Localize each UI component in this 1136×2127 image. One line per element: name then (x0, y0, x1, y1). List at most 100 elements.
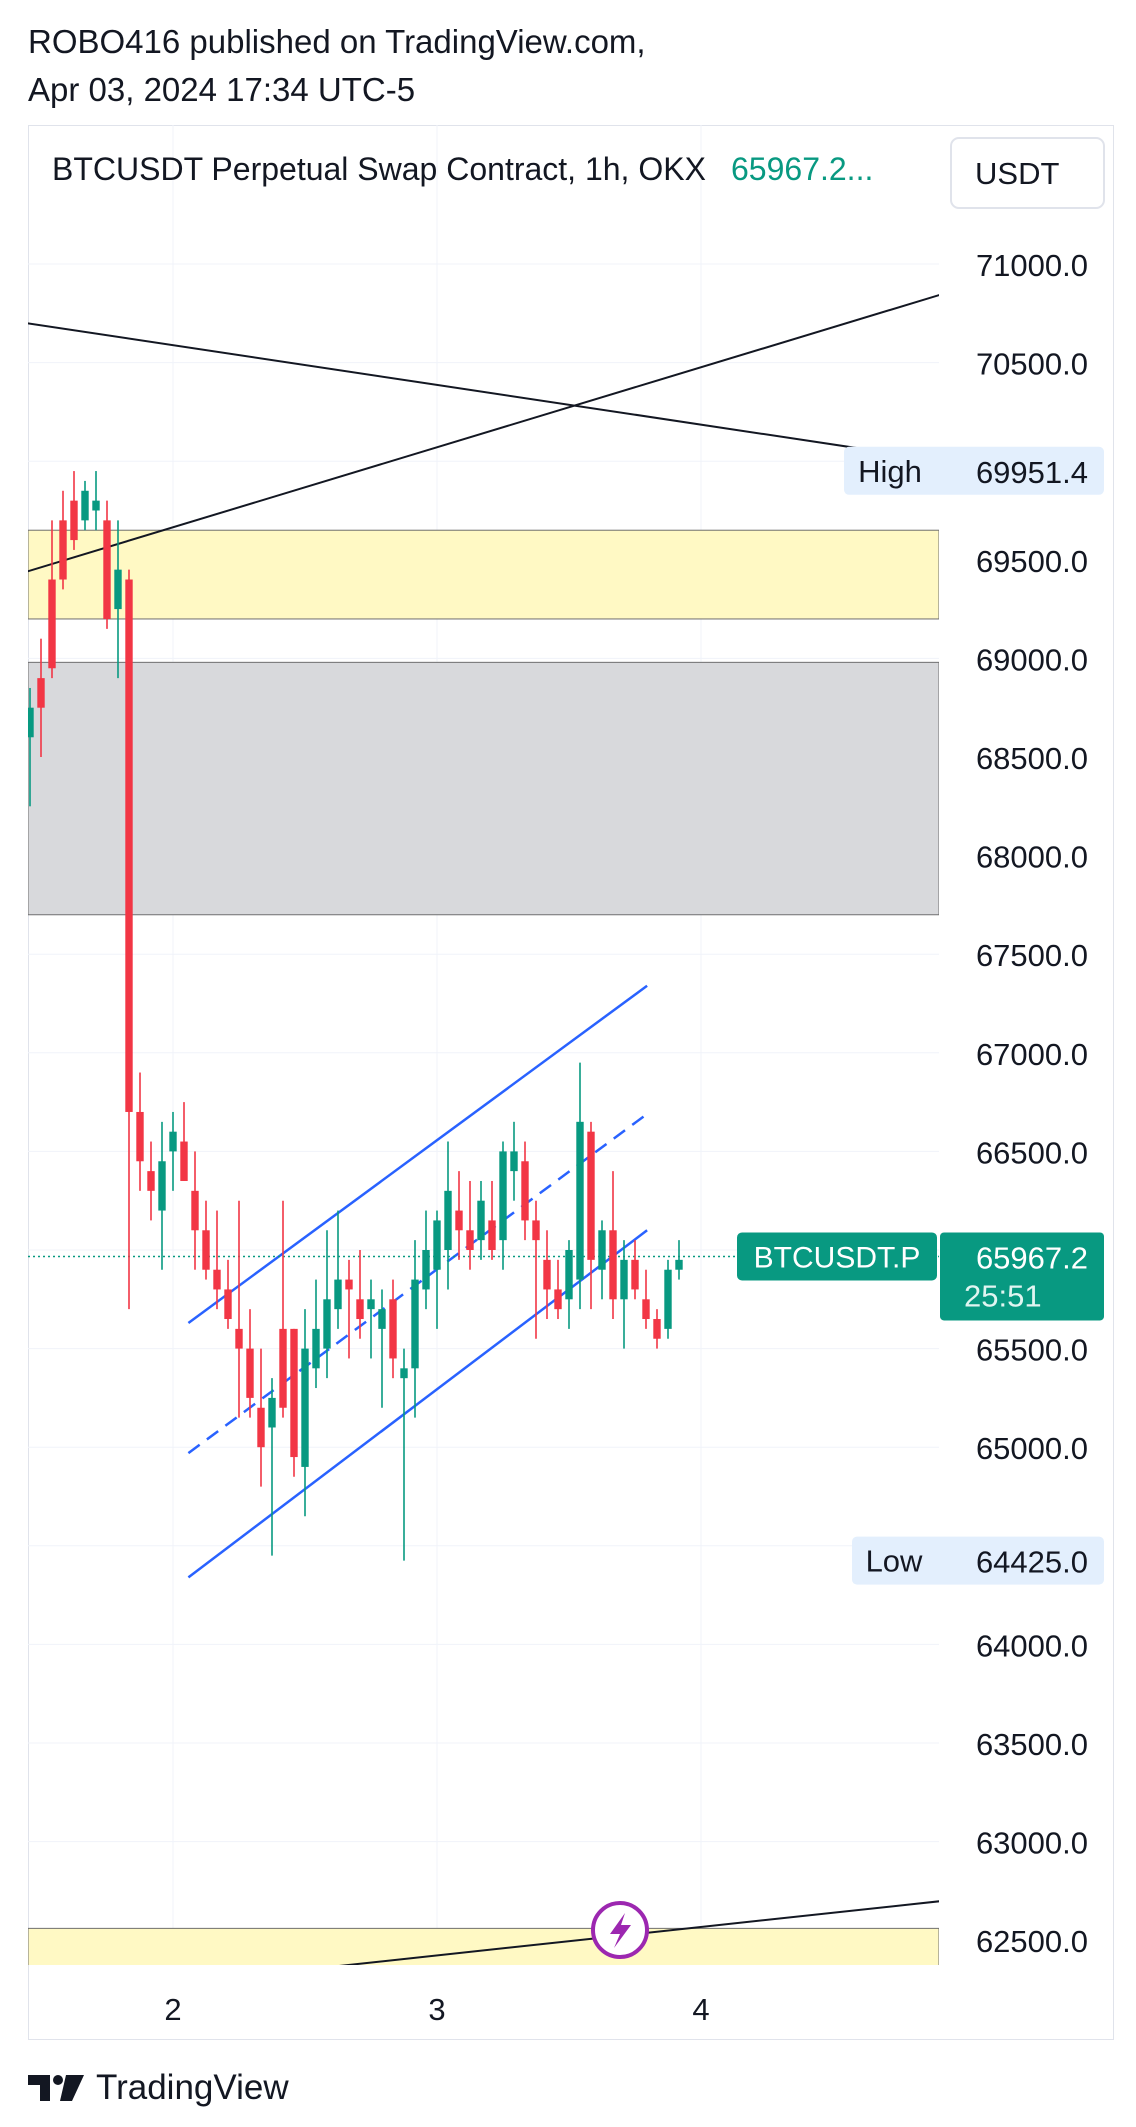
ascending-trendline[interactable] (27, 294, 944, 573)
gray-zone[interactable] (28, 661, 939, 916)
candle[interactable] (114, 520, 122, 679)
bar-countdown: 25:51 (964, 1278, 1042, 1313)
candle-body (620, 1259, 628, 1300)
candle[interactable] (70, 471, 78, 550)
candle[interactable] (26, 687, 34, 807)
candle[interactable] (488, 1180, 496, 1260)
candle[interactable] (301, 1309, 309, 1517)
candle[interactable] (521, 1141, 529, 1241)
supply-zone-yellow[interactable] (28, 529, 939, 620)
candle[interactable] (345, 1259, 353, 1359)
candle[interactable] (631, 1240, 639, 1300)
candle[interactable] (510, 1121, 518, 1201)
currency-button[interactable]: USDT (950, 137, 1105, 209)
candle[interactable] (169, 1111, 177, 1191)
candle-body (653, 1319, 661, 1339)
candle[interactable] (235, 1200, 243, 1418)
candle-body (301, 1348, 309, 1467)
candle[interactable] (378, 1289, 386, 1408)
candle[interactable] (576, 1062, 584, 1310)
candle[interactable] (543, 1230, 551, 1320)
candle[interactable] (367, 1279, 375, 1359)
candle[interactable] (422, 1210, 430, 1310)
candle[interactable] (312, 1279, 320, 1389)
candle[interactable] (257, 1348, 265, 1487)
tradingview-brand: TradingView (96, 2068, 289, 2107)
candle[interactable] (224, 1259, 232, 1329)
symbol-price-tag (737, 1232, 937, 1281)
candle-body (37, 678, 45, 708)
candle[interactable] (125, 569, 133, 1310)
candle[interactable] (147, 1141, 155, 1221)
candle-body (268, 1397, 276, 1428)
high-label-box (844, 446, 1104, 495)
candle[interactable] (653, 1309, 661, 1349)
y-tick-label: 71000.0 (976, 248, 1088, 283)
candle[interactable] (411, 1240, 419, 1418)
channel-upper-line[interactable] (187, 984, 648, 1324)
candle[interactable] (136, 1072, 144, 1191)
candle[interactable] (323, 1230, 331, 1379)
candle[interactable] (433, 1210, 441, 1329)
candle[interactable] (15, 668, 22, 845)
candle[interactable] (279, 1200, 287, 1418)
candle-body (356, 1299, 364, 1320)
candle[interactable] (103, 500, 111, 629)
candle-body (147, 1171, 155, 1191)
candle[interactable] (642, 1269, 650, 1329)
candle[interactable] (587, 1121, 595, 1310)
candle-body (367, 1299, 375, 1310)
candle[interactable] (554, 1259, 562, 1320)
candle[interactable] (48, 520, 56, 679)
candle[interactable] (37, 638, 45, 757)
lower-rising-trendline[interactable] (213, 1900, 945, 1980)
candle[interactable] (532, 1200, 540, 1339)
y-tick-label: 62500.0 (976, 1924, 1088, 1959)
candle[interactable] (466, 1180, 474, 1270)
candle-body (191, 1190, 199, 1231)
candle-body (202, 1230, 210, 1270)
publish-header: ROBO416 published on TradingView.com, Ap… (28, 18, 646, 114)
candle[interactable] (609, 1171, 617, 1320)
candle[interactable] (499, 1141, 507, 1270)
candle[interactable] (356, 1250, 364, 1339)
candle-body (422, 1250, 430, 1290)
candle-body (587, 1131, 595, 1260)
candle[interactable] (389, 1279, 397, 1379)
lightning-marker-icon[interactable] (591, 1901, 649, 1959)
candle[interactable] (191, 1151, 199, 1270)
chart-frame (28, 125, 1114, 2040)
candle[interactable] (268, 1378, 276, 1556)
candle-body (15, 718, 22, 787)
candle-body (48, 579, 56, 669)
candle-body (345, 1279, 353, 1290)
candle[interactable] (664, 1259, 672, 1339)
candle[interactable] (202, 1200, 210, 1280)
candle[interactable] (565, 1240, 573, 1329)
candle[interactable] (213, 1210, 221, 1310)
candle[interactable] (334, 1210, 342, 1329)
lightning-bolt-icon (610, 1913, 631, 1948)
candle[interactable] (180, 1102, 188, 1181)
candle[interactable] (455, 1171, 463, 1260)
candle[interactable] (81, 480, 89, 531)
candle-body (257, 1407, 265, 1448)
candle[interactable] (246, 1309, 254, 1418)
y-tick-label: 69500.0 (976, 544, 1088, 579)
tradingview-footer: TradingView (28, 2068, 289, 2108)
candle[interactable] (444, 1141, 452, 1290)
candle-body (598, 1230, 606, 1270)
descending-trendline[interactable] (27, 322, 944, 462)
candle[interactable] (158, 1121, 166, 1270)
candle[interactable] (598, 1220, 606, 1300)
candle[interactable] (400, 1348, 408, 1561)
candle[interactable] (92, 471, 100, 531)
bottom-zone-yellow[interactable] (28, 1927, 939, 1979)
low-value: 64425.0 (976, 1545, 1088, 1580)
candle[interactable] (59, 490, 67, 590)
candle[interactable] (477, 1180, 485, 1260)
candle[interactable] (290, 1328, 298, 1477)
candle[interactable] (620, 1240, 628, 1349)
candle[interactable] (675, 1240, 683, 1280)
